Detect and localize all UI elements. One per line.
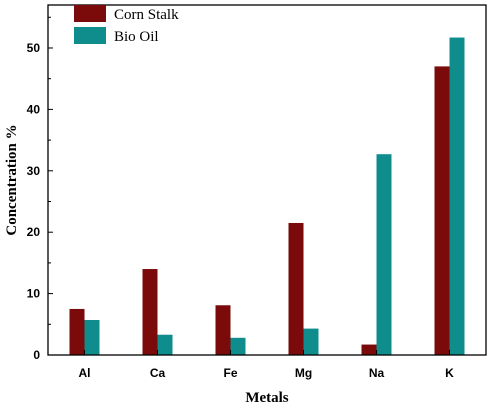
y-tick-label-0: 0 — [33, 348, 40, 362]
legend: Corn Stalk Bio Oil — [74, 5, 179, 45]
bar-bio-oil-ca — [157, 334, 173, 355]
bar-corn-stalk-al — [69, 308, 85, 355]
legend-label-bio-oil: Bio Oil — [114, 29, 159, 45]
x-tick-label-k: K — [445, 366, 454, 380]
bar-corn-stalk-k — [434, 66, 450, 356]
x-tick-label-fe: Fe — [223, 366, 237, 380]
bars-layer — [69, 37, 465, 356]
x-axis-title: Metals — [245, 390, 288, 406]
x-tick-label-na: Na — [369, 366, 385, 380]
bar-bio-oil-mg — [303, 328, 319, 355]
x-tick-label-mg: Mg — [295, 366, 312, 380]
x-tick-label-al: Al — [79, 366, 91, 380]
ticks-layer: Al Ca Fe Mg Na K 0 10 20 30 40 50 — [27, 16, 454, 380]
bar-bio-oil-k — [449, 37, 465, 356]
plot-area-frame — [47, 4, 487, 356]
y-tick-label-30: 30 — [27, 164, 41, 178]
bar-bio-oil-al — [84, 320, 100, 355]
y-tick-label-10: 10 — [27, 287, 41, 301]
legend-label-corn-stalk: Corn Stalk — [114, 7, 179, 23]
y-tick-label-20: 20 — [27, 225, 41, 239]
legend-swatch-corn-stalk — [74, 5, 106, 22]
bar-bio-oil-fe — [230, 337, 246, 355]
bar-corn-stalk-fe — [215, 305, 231, 355]
legend-swatch-bio-oil — [74, 27, 106, 44]
y-tick-label-40: 40 — [27, 102, 41, 116]
y-axis-title: Concentration % — [4, 124, 20, 235]
bar-corn-stalk-mg — [288, 222, 304, 355]
bar-corn-stalk-ca — [142, 269, 158, 355]
bar-bio-oil-na — [376, 154, 392, 355]
y-tick-label-50: 50 — [27, 41, 41, 55]
bar-corn-stalk-na — [361, 344, 377, 355]
x-tick-label-ca: Ca — [150, 366, 166, 380]
